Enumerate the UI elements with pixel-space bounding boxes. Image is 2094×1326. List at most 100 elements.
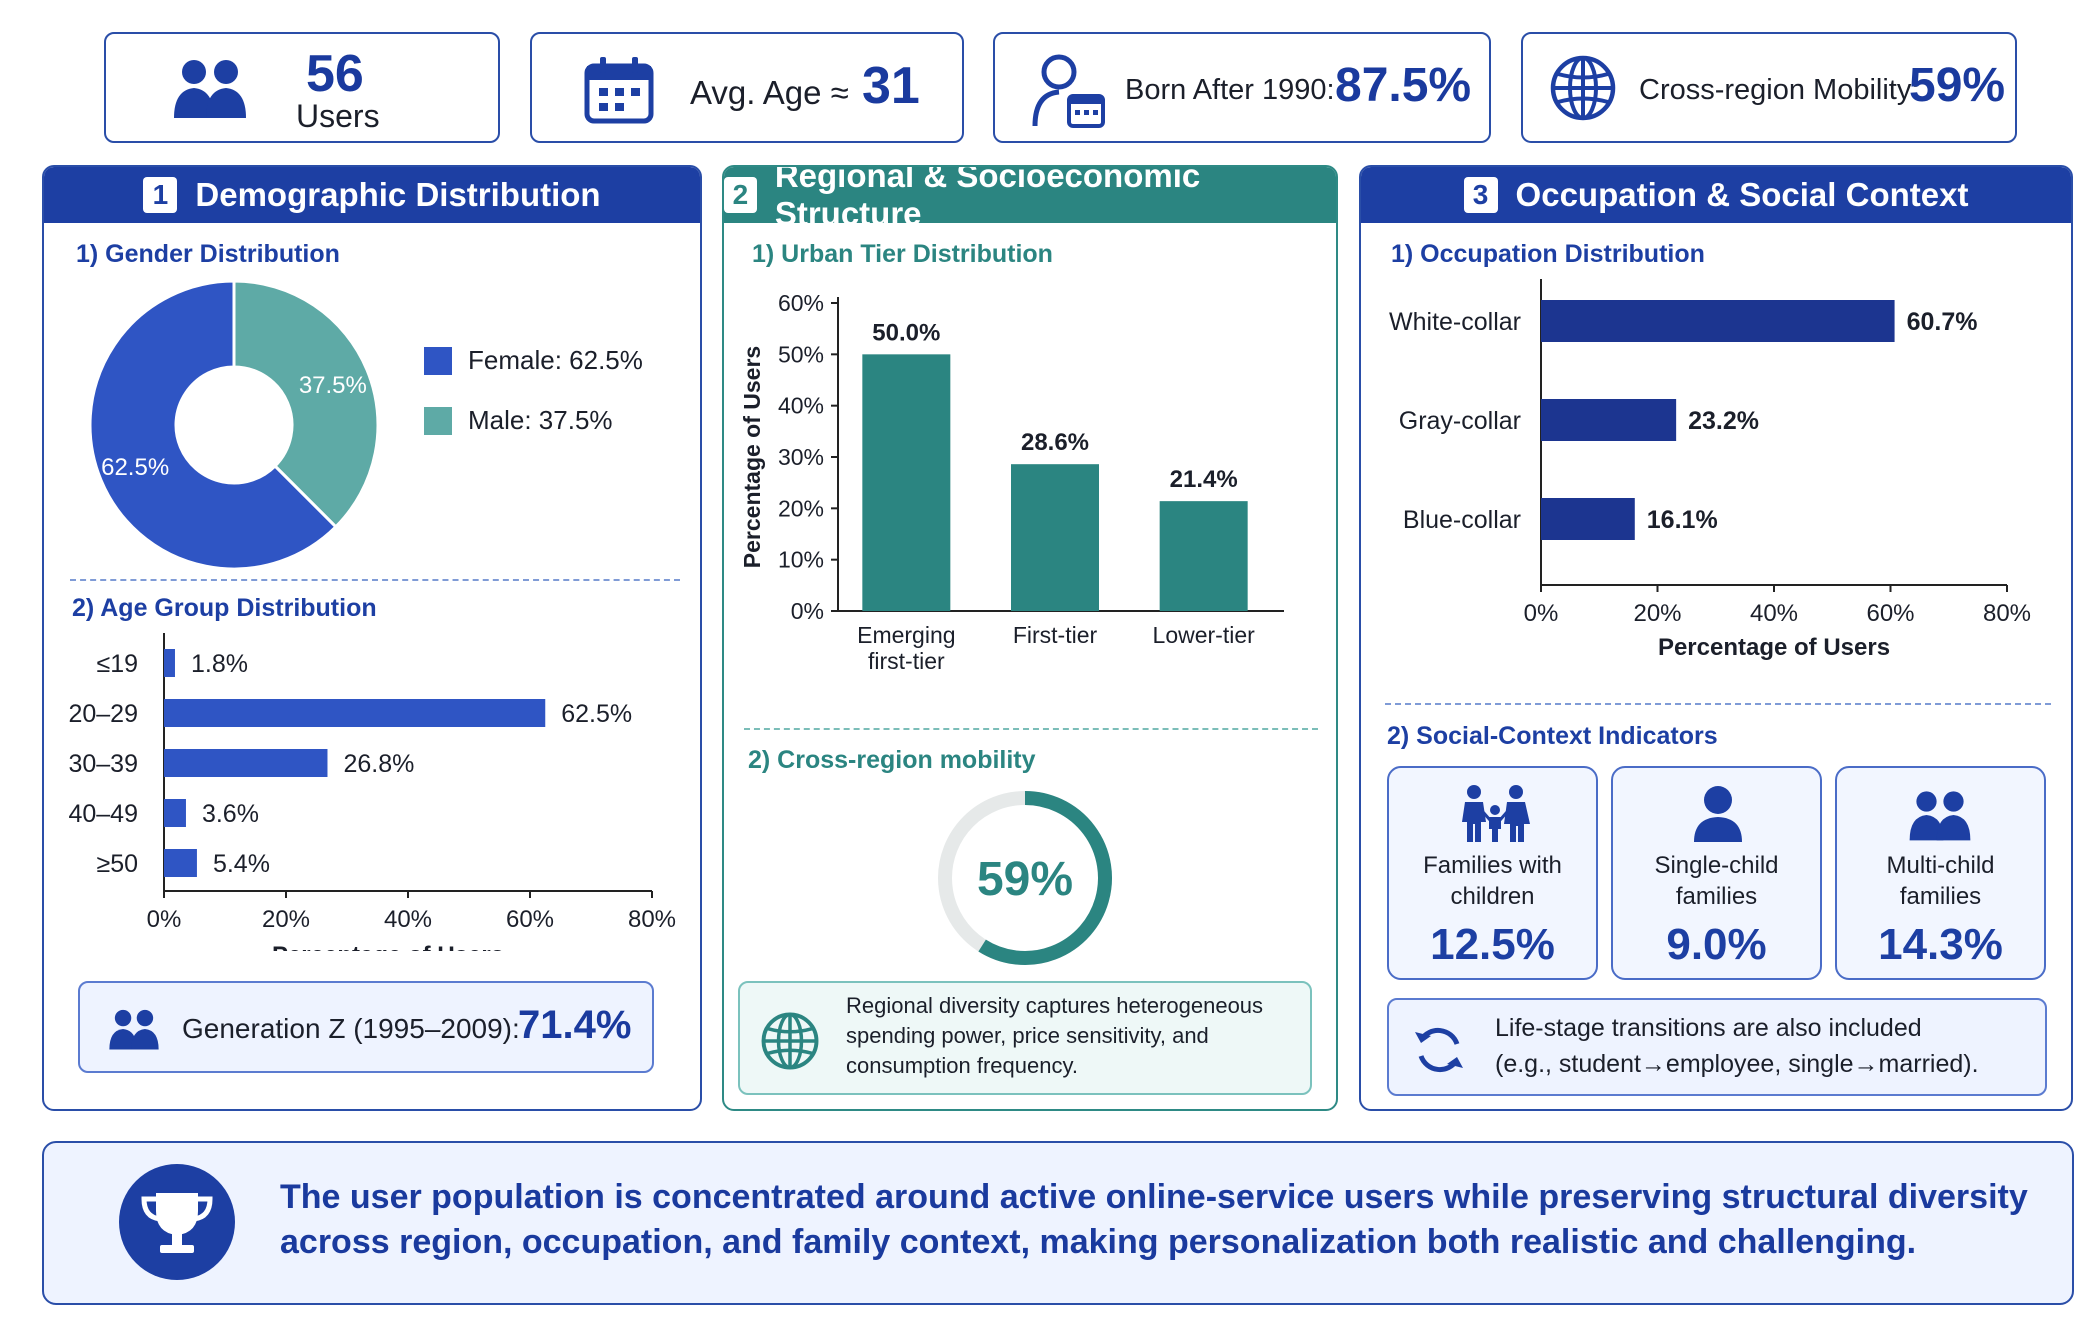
tier-value-label: 28.6% (1021, 429, 1089, 456)
life-stage-line-1: Life-stage transitions are also included (1495, 1014, 1922, 1042)
regional-note-line-2: spending power, price sensitivity, and (846, 1023, 1209, 1048)
age-category-label: 40–49 (68, 800, 138, 828)
gender-donut-chart: 37.5% 62.5% (88, 279, 380, 571)
occ-value-label: 16.1% (1647, 506, 1718, 534)
legend-female-swatch (424, 346, 452, 375)
tier-bar (1159, 501, 1248, 611)
person-calendar-icon (1032, 54, 1105, 128)
gender-distribution-title: 1) Gender Distribution (76, 240, 340, 268)
tier-bar (1011, 464, 1099, 611)
age-x-tick-label: 60% (506, 906, 554, 933)
occ-bar (1541, 498, 1635, 540)
age-group-bar-chart: ≤19 1.8% 20–29 62.5% 30–39 26.8% 40–49 3.6% ≥50 5… (68, 633, 676, 951)
legend-male: Male: 37.5% (424, 405, 613, 436)
age-x-tick-label: 0% (147, 906, 182, 933)
tier-bar (862, 354, 951, 611)
tier-y-tick-label: 60% (778, 290, 824, 316)
avg-age-label: Avg. Age ≈ (690, 74, 849, 111)
tier-y-tick-label: 10% (778, 547, 824, 573)
panel-1-header: 1 Demographic Distribution (44, 167, 700, 223)
age-x-tick-label: 80% (628, 906, 676, 933)
generation-z-value: 71.4% (518, 1003, 632, 1047)
stat-card-mobility: Cross-region Mobility: 59% (1521, 32, 2017, 143)
age-bar (164, 649, 175, 677)
legend-female-label: Female: 62.5% (468, 345, 643, 375)
tier-value-label: 21.4% (1170, 466, 1238, 493)
occ-x-tick-label: 80% (1983, 600, 2031, 627)
multi-child-label-line-1: Multi-child (1886, 852, 1995, 879)
legend-male-label: Male: 37.5% (468, 405, 613, 435)
panel-occupation-social: 3 Occupation & Social Context 1) Occupat… (1359, 165, 2073, 1111)
multi-child-label: Multi-child families (1837, 850, 2044, 912)
age-bar (164, 749, 328, 777)
family-icon (1462, 785, 1530, 842)
panel-3-header: 3 Occupation & Social Context (1361, 167, 2071, 223)
mobility-label: Cross-region Mobility: (1639, 74, 1920, 106)
donut-label-female: 62.5% (101, 454, 169, 481)
occ-x-tick-label: 60% (1866, 600, 1914, 627)
donut-slice-female (88, 279, 338, 571)
generation-z-label: Generation Z (1995–2009): (182, 1013, 520, 1044)
age-category-label: 20–29 (68, 700, 138, 728)
occ-x-tick-label: 0% (1524, 600, 1559, 627)
social-context-title: 2) Social-Context Indicators (1387, 722, 1718, 750)
single-child-label: Single-child families (1613, 850, 1820, 912)
tier-y-tick-label: 30% (778, 444, 824, 470)
context-card-multi-child: Multi-child families 14.3% (1835, 766, 2046, 980)
tier-category-label: Lower-tier (1153, 622, 1256, 648)
occ-category-label: Blue-collar (1403, 506, 1521, 534)
urban-tier-title: 1) Urban Tier Distribution (752, 240, 1053, 268)
tier-category-label: Emerging (857, 622, 955, 648)
panel-2-number: 2 (724, 177, 757, 213)
stat-card-avg-age: Avg. Age ≈ 31 (530, 32, 964, 143)
age-group-title: 2) Age Group Distribution (72, 594, 377, 622)
multi-child-value: 14.3% (1878, 920, 2003, 969)
panel-1-title: Demographic Distribution (195, 176, 601, 213)
regional-note-line-1: Regional diversity captures heterogeneou… (846, 993, 1264, 1018)
panel-2-title: Regional & Socioeconomic Structure (774, 165, 1201, 232)
panel-regional-socioeconomic: 2 Regional & Socioeconomic Structure 1) … (722, 165, 1338, 1111)
calendar-icon (584, 57, 654, 124)
age-bar (164, 799, 186, 827)
families-with-children-label-line-1: Families with (1423, 852, 1562, 879)
cross-region-mobility-title: 2) Cross-region mobility (748, 746, 1036, 774)
occ-bar (1541, 399, 1677, 441)
stat-card-born-after-1990: Born After 1990: 87.5% (993, 32, 1491, 143)
age-bar (164, 699, 546, 727)
users-icon (174, 60, 246, 118)
summary-text: The user population is concentrated arou… (280, 1175, 2060, 1265)
born-after-1990-value: 87.5% (1335, 59, 1472, 112)
occupation-bar-chart: White-collar 60.7% Gray-collar 23.2% Blue-co… (1389, 279, 2031, 661)
panel-3-title: Occupation & Social Context (1515, 176, 1969, 213)
legend-male-swatch (424, 406, 452, 435)
occ-x-axis-title: Percentage of Users (1658, 634, 1890, 661)
mobility-ring-label: 59% (977, 853, 1073, 906)
occupation-distribution-title: 1) Occupation Distribution (1391, 240, 1705, 268)
panel-demographic-distribution: 1 Demographic Distribution 1) Gender Dis… (42, 165, 702, 1111)
donut-slice-male (232, 279, 380, 529)
tier-y-tick-label: 50% (778, 341, 824, 367)
trophy-icon (119, 1164, 235, 1280)
age-value-label: 26.8% (343, 750, 414, 778)
families-with-children-value: 12.5% (1430, 920, 1555, 969)
mobility-value: 59% (1909, 59, 2006, 112)
panel-1-divider (70, 579, 680, 581)
born-after-1990-label: Born After 1990: (1125, 74, 1335, 106)
age-category-label: 30–39 (68, 750, 138, 778)
panel-2-header: 2 Regional & Socioeconomic Structure (724, 167, 1336, 232)
legend-female: Female: 62.5% (424, 345, 643, 376)
age-x-axis-title: Percentage of Users (272, 942, 504, 951)
panel-3-number: 3 (1463, 177, 1498, 213)
users-icon (109, 1009, 159, 1050)
regional-diversity-note: Regional diversity captures heterogeneou… (738, 981, 1312, 1095)
single-person-icon (1694, 786, 1742, 842)
life-stage-line-2: (e.g., student→employee, single→married)… (1495, 1050, 1979, 1078)
panel-3-divider (1385, 703, 2051, 705)
multi-child-label-line-2: families (1899, 883, 1982, 910)
single-child-label-line-2: families (1675, 883, 1758, 910)
age-x-tick-label: 20% (262, 906, 310, 933)
panel-1-number: 1 (143, 177, 178, 213)
panel-2-divider (744, 728, 1318, 730)
tier-y-axis-title: Percentage of Users (739, 346, 765, 568)
two-people-icon (1909, 791, 1971, 841)
